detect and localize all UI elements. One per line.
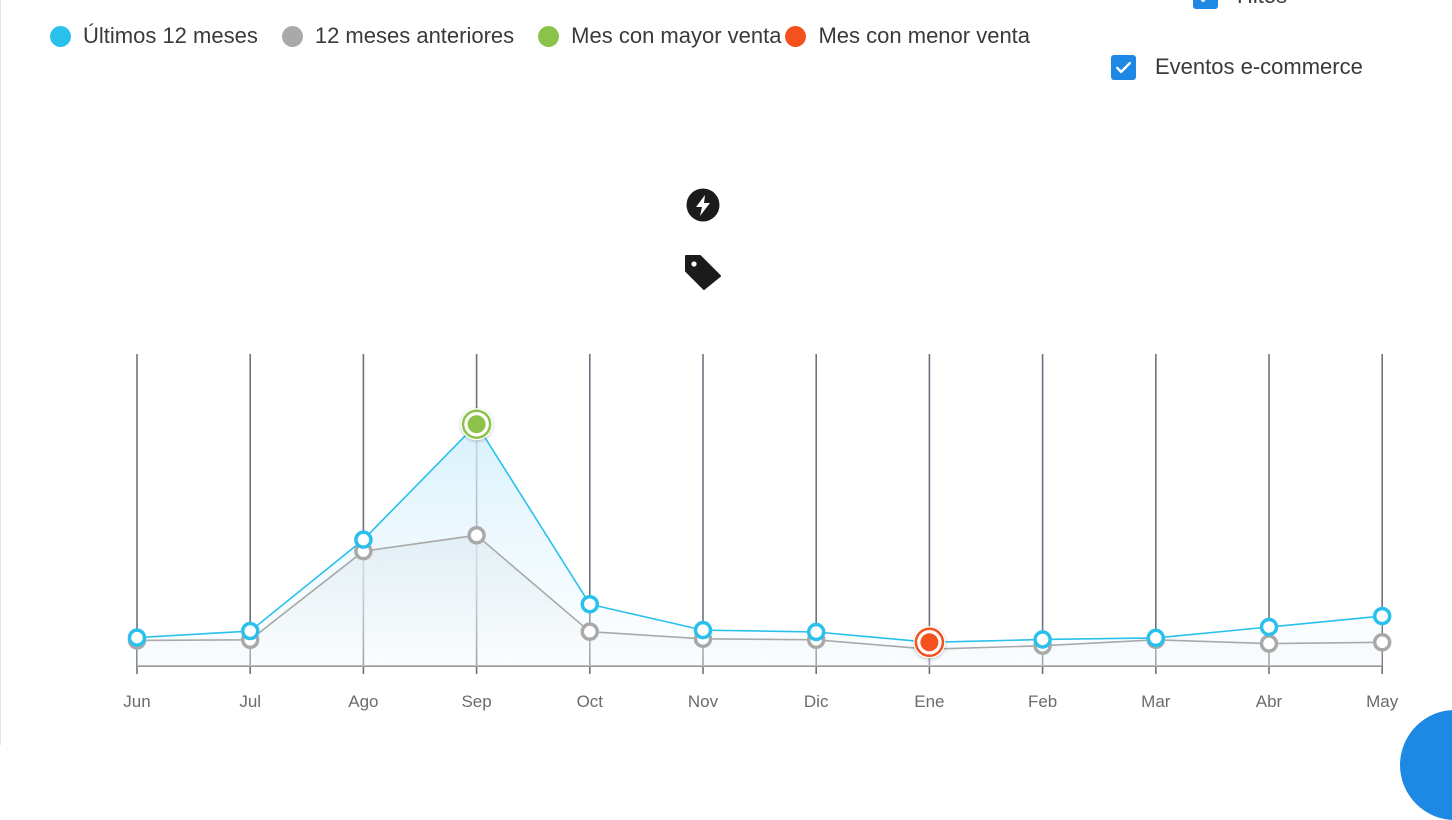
hitos-toggle[interactable]: Hitos (1193, 0, 1287, 9)
legend-dot-max (538, 25, 560, 47)
lightning-bolt-icon[interactable] (686, 188, 720, 222)
checkmark-icon (1201, 0, 1206, 2)
x-tick-oct: Oct (577, 692, 604, 711)
x-tick-feb: Feb (1028, 692, 1057, 711)
highlight-point-sep[interactable] (460, 408, 493, 441)
series-area-0 (137, 424, 1383, 666)
point-0-dic[interactable] (806, 622, 826, 642)
checkmark-icon (1115, 61, 1132, 73)
chart-legend: Últimos 12 meses 12 meses anteriores Mes… (50, 22, 1054, 50)
x-tick-jun: Jun (123, 692, 150, 711)
hitos-label: Hitos (1237, 0, 1287, 9)
highlight-point-ene[interactable] (913, 626, 946, 659)
point-0-mar[interactable] (1146, 628, 1166, 648)
ecommerce-label: Eventos e-commerce (1155, 54, 1363, 79)
point-1-oct[interactable] (580, 622, 600, 641)
legend-item-last12[interactable]: Últimos 12 meses (50, 23, 258, 49)
point-0-feb[interactable] (1033, 630, 1052, 649)
legend-item-prev12[interactable]: 12 meses anteriores (281, 23, 515, 49)
point-0-abr[interactable] (1259, 617, 1279, 637)
x-tick-may: May (1366, 692, 1399, 711)
x-tick-nov: Nov (688, 692, 719, 711)
x-tick-ene: Ene (914, 692, 944, 711)
legend-dot-last12 (50, 25, 71, 47)
series-line-0 (136, 422, 1383, 644)
point-0-nov[interactable] (693, 620, 713, 640)
legend-dot-min (785, 25, 807, 47)
x-tick-ago: Ago (348, 692, 378, 711)
legend-item-max[interactable]: Mes con mayor venta (538, 23, 781, 49)
x-tick-abr: Abr (1256, 692, 1283, 711)
ecommerce-toggle[interactable]: Eventos e-commerce (1111, 54, 1363, 80)
point-1-may[interactable] (1372, 633, 1392, 652)
point-0-jun[interactable] (127, 628, 147, 647)
legend-item-min[interactable]: Mes con menor venta (785, 23, 1030, 49)
legend-label-prev12: 12 meses anteriores (314, 23, 515, 48)
legend-dot-prev12 (281, 25, 303, 47)
sales-line-chart: Jun Jul Ago Sep Oct Nov Dic Ene Feb Mar Abr May (123, 188, 1399, 711)
x-tick-dic: Dic (804, 692, 829, 711)
series-line-1 (136, 534, 1383, 650)
hitos-checkbox[interactable] (1193, 0, 1218, 9)
x-tick-jul: Jul (239, 692, 261, 711)
point-0-oct[interactable] (580, 594, 600, 614)
panel-left-border (0, 0, 1, 745)
legend-label-max: Mes con mayor venta (571, 23, 782, 48)
point-1-abr[interactable] (1259, 634, 1279, 653)
x-tick-sep: Sep (461, 692, 491, 711)
ecommerce-checkbox[interactable] (1111, 54, 1136, 80)
legend-label-min: Mes con menor venta (818, 23, 1031, 48)
tag-icon[interactable] (685, 255, 721, 290)
x-tick-mar: Mar (1141, 692, 1171, 711)
point-0-may[interactable] (1372, 606, 1392, 626)
point-1-sep[interactable] (467, 526, 486, 545)
point-0-jul[interactable] (240, 621, 260, 641)
legend-label-last12: Últimos 12 meses (83, 23, 258, 48)
point-0-ago[interactable] (354, 530, 373, 549)
